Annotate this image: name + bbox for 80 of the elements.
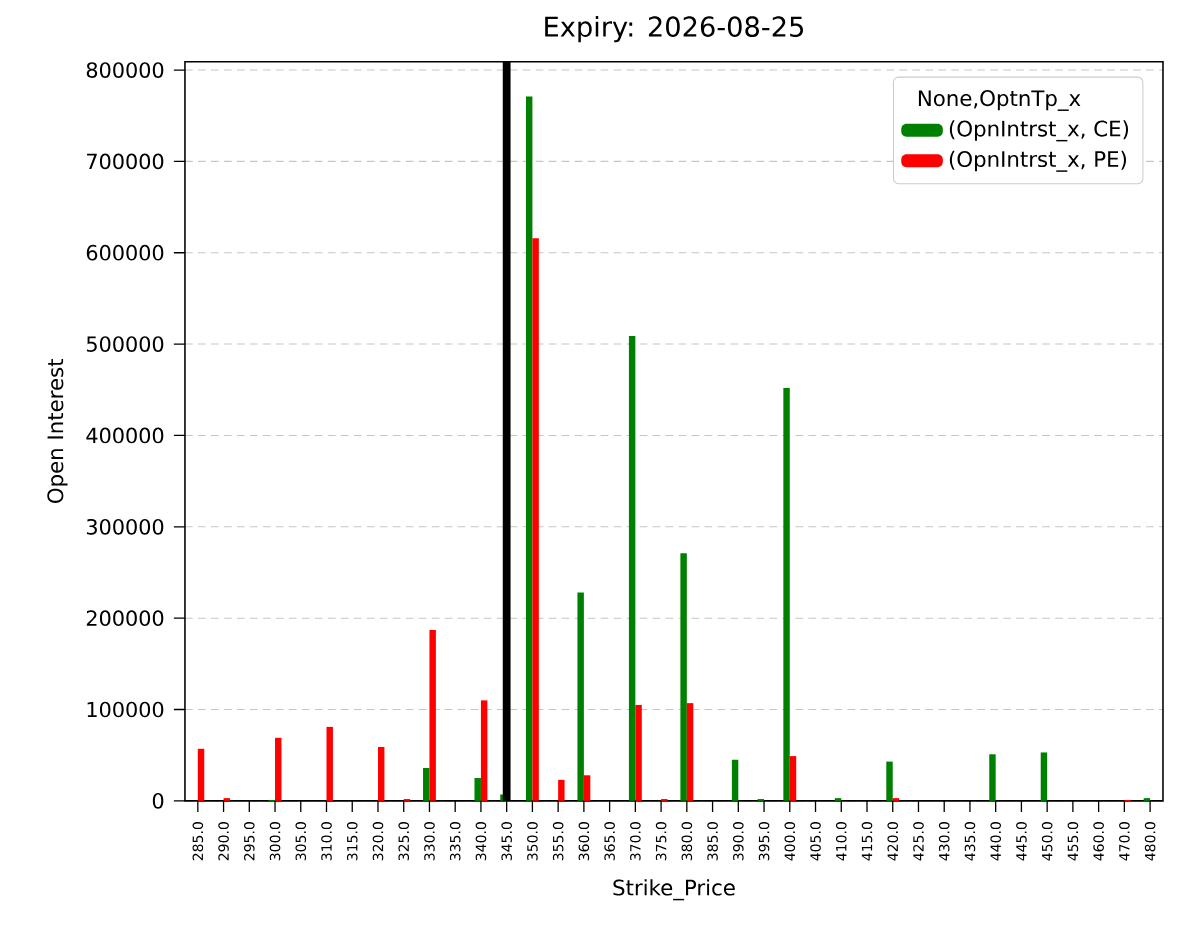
bar	[834, 798, 842, 801]
x-tick-label: 405.0	[810, 822, 821, 861]
x-tick-label: 430.0	[938, 822, 950, 861]
y-tick-label: 500000	[86, 336, 164, 352]
bar	[686, 703, 694, 801]
x-tick-label: 335.0	[449, 822, 461, 861]
x-tick-label: 460.0	[1093, 822, 1104, 861]
bar	[326, 726, 333, 801]
x-tick-label: 445.0	[1016, 822, 1027, 861]
legend-title: None,OptnTp_x	[918, 90, 1081, 111]
bar	[583, 775, 591, 801]
x-tick-label: 395.0	[758, 822, 770, 861]
legend-label: (OpnIntrst_x, CE)	[949, 120, 1129, 142]
bar	[731, 759, 739, 801]
y-tick-label: 700000	[87, 153, 164, 170]
x-tick-label: 355.0	[552, 822, 564, 861]
x-axis-title: Strike_Price	[613, 879, 735, 901]
x-tick-label: 420.0	[887, 822, 899, 861]
x-tick-label: 295.0	[244, 822, 255, 861]
x-tick-label: 300.0	[269, 822, 281, 861]
bar	[989, 754, 996, 801]
bar	[789, 756, 797, 801]
x-tick-label: 410.0	[835, 822, 847, 861]
y-tick-label: 600000	[86, 244, 164, 261]
bar	[525, 96, 533, 801]
bar	[886, 761, 893, 801]
x-tick-label: 345.0	[501, 822, 512, 861]
bar	[558, 779, 565, 801]
x-tick-label: 470.0	[1119, 822, 1130, 861]
x-tick-label: 455.0	[1067, 822, 1079, 861]
x-tick-label: 400.0	[784, 822, 796, 861]
x-tick-label: 370.0	[630, 822, 641, 861]
y-tick-label: 0	[152, 793, 164, 809]
bar	[783, 388, 790, 801]
x-tick-label: 310.0	[321, 822, 332, 861]
x-tick-label: 305.0	[295, 822, 307, 861]
legend-label: (OpnIntrst_x, PE)	[949, 150, 1127, 172]
bar	[377, 747, 385, 801]
x-tick-label: 290.0	[218, 822, 229, 861]
x-tick-label: 415.0	[861, 822, 873, 861]
x-tick-label: 285.0	[192, 822, 204, 861]
bar	[577, 592, 584, 801]
bar	[635, 704, 642, 801]
bar	[474, 778, 481, 801]
x-tick-label: 315.0	[346, 822, 358, 861]
x-tick-label: 440.0	[990, 822, 1001, 861]
bar	[480, 700, 488, 801]
bar	[197, 748, 205, 801]
bar	[892, 798, 900, 801]
x-tick-label: 425.0	[913, 822, 924, 861]
x-tick-label: 365.0	[604, 822, 615, 861]
x-tick-label: 385.0	[707, 822, 718, 861]
chart-title: Expiry: 2026-08-25	[545, 15, 803, 43]
y-tick-label: 200000	[86, 610, 164, 627]
bar	[275, 737, 282, 801]
x-tick-label: 390.0	[733, 822, 744, 861]
bar	[423, 768, 430, 801]
y-tick-label: 100000	[87, 701, 164, 718]
bar	[429, 630, 436, 801]
x-tick-label: 360.0	[578, 822, 590, 861]
x-tick-label: 435.0	[964, 822, 976, 861]
x-tick-label: 450.0	[1041, 822, 1053, 861]
bar	[628, 335, 636, 801]
bar	[1143, 798, 1151, 801]
x-tick-label: 350.0	[527, 822, 538, 861]
y-tick-label: 300000	[86, 518, 164, 535]
y-tick-label: 400000	[86, 427, 164, 444]
x-tick-label: 340.0	[475, 822, 487, 861]
y-axis-title: Open Interest	[47, 359, 68, 504]
x-tick-label: 380.0	[681, 822, 693, 861]
x-tick-label: 375.0	[655, 822, 667, 861]
x-tick-label: 325.0	[398, 822, 410, 861]
x-tick-label: 480.0	[1144, 822, 1156, 861]
x-tick-label: 330.0	[424, 822, 435, 861]
x-tick-label: 320.0	[372, 822, 384, 861]
y-tick-label: 800000	[86, 62, 164, 78]
bar	[532, 238, 539, 801]
bar	[1040, 752, 1048, 801]
bar	[680, 553, 687, 801]
bar	[223, 798, 230, 801]
